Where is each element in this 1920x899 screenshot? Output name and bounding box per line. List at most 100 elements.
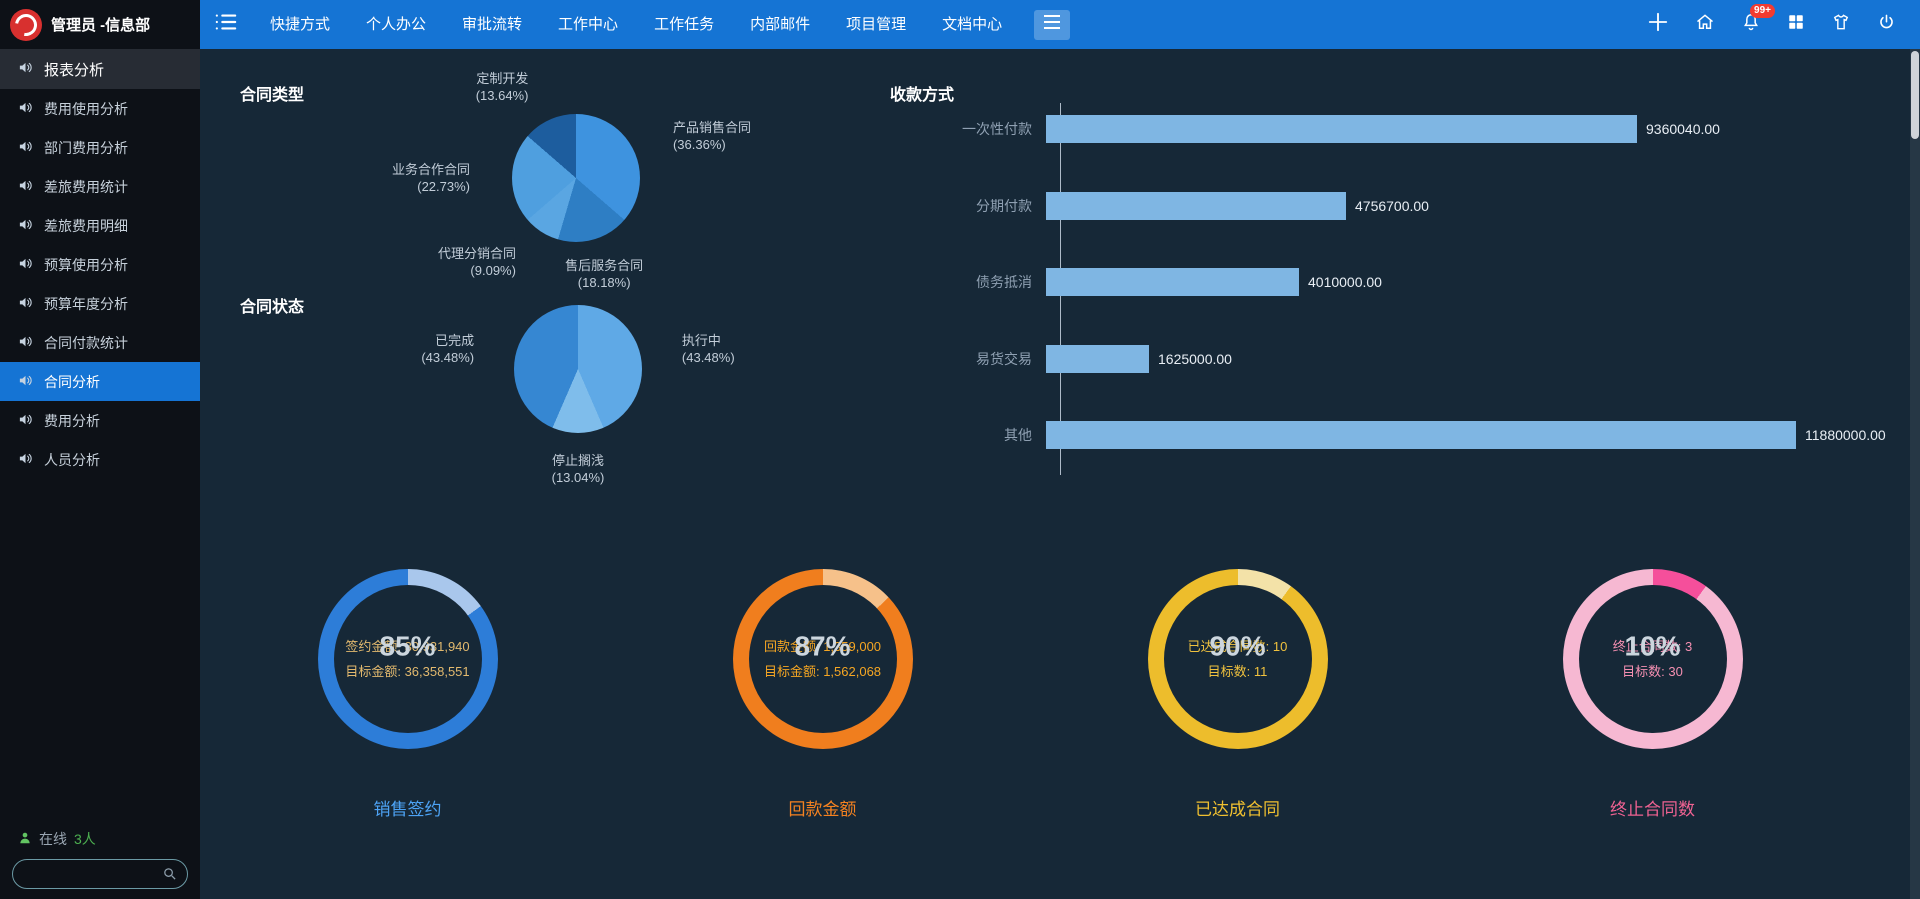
gauge-cell: 终止合同数: 3 10% 目标数: 30 终止合同数 [1445, 569, 1860, 820]
top-menu-item-6[interactable]: 内部邮件 [750, 16, 811, 33]
theme-button[interactable] [1831, 12, 1851, 37]
bar [1046, 115, 1637, 143]
charts-panel: 合同类型 合同状态 收款方式 一次性付款 9360040.00 分期付款 475670… [200, 49, 1920, 519]
gauge-percent: 90% [1209, 630, 1266, 662]
top-menu-item-7[interactable]: 项目管理 [846, 16, 907, 33]
speaker-icon [18, 412, 33, 430]
top-menu-item-2[interactable]: 个人办公 [366, 16, 427, 33]
sidebar-item[interactable]: 合同付款统计 [0, 323, 200, 362]
sidebar-menu: 费用使用分析部门费用分析 差旅费用统计差旅费用明细预算使用分析预算年度分析 合同付款… [0, 89, 200, 479]
sidebar-item[interactable]: 预算年度分析 [0, 284, 200, 323]
top-menu-item-5[interactable]: 工作任务 [654, 16, 715, 33]
top-menu-item-8[interactable]: 文档中心 [942, 16, 1003, 33]
shirt-icon [1831, 12, 1851, 37]
power-icon [1877, 13, 1896, 37]
speaker-icon [18, 139, 33, 157]
hamburger-icon [1043, 15, 1061, 34]
sidebar-item[interactable]: 部门费用分析 [0, 128, 200, 167]
sidebar-item[interactable]: 人员分析 [0, 440, 200, 479]
gauge-line1: 终止合同数: 3 [1612, 639, 1693, 654]
scrollbar-thumb[interactable] [1911, 51, 1919, 139]
bar-row: 一次性付款 9360040.00 [820, 115, 1920, 143]
notifications-button[interactable]: 99+ [1741, 4, 1775, 37]
bar-value-label: 1625000.00 [1158, 350, 1232, 367]
sidebar-item-label: 合同付款统计 [44, 334, 128, 351]
add-button[interactable] [1647, 11, 1669, 38]
brand-area: 管理员 -信息部 [0, 0, 200, 49]
top-menu-item-3[interactable]: 审批流转 [462, 16, 523, 33]
bar-row: 债务抵消 4010000.00 [820, 268, 1920, 296]
gauge-ring: 签约金额: 30,931,940 85% 目标金额: 36,358,551 [317, 569, 498, 749]
gauge-ring: 已达成合同数: 10 90% 目标数: 11 [1147, 569, 1328, 749]
gauge-line2: 目标数: 11 [1207, 664, 1268, 679]
gauge-percent: 85% [379, 630, 436, 662]
sidebar-search [12, 859, 188, 889]
speaker-icon [18, 295, 33, 313]
gauge-row: 签约金额: 30,931,940 85% 目标金额: 36,358,551 销售签约 回… [200, 569, 1860, 820]
contract-type-pie-chart [512, 114, 640, 242]
gauge-title: 已达成合同 [1195, 800, 1280, 819]
speaker-icon [18, 217, 33, 235]
sidebar-footer: 在线 3人 [0, 829, 200, 889]
bar-value-label: 4756700.00 [1355, 197, 1429, 214]
sidebar-item-label: 预算年度分析 [44, 295, 128, 312]
pie-slice-label: 已完成 (43.48%) [421, 332, 475, 365]
gauge-percent: 10% [1624, 630, 1681, 662]
bar-value-label: 9360040.00 [1646, 121, 1720, 137]
gauge-title: 回款金额 [788, 800, 857, 819]
logout-button[interactable] [1877, 13, 1896, 37]
pie-slice-label: 停止搁浅 (13.04%) [551, 453, 605, 485]
gauge-center-text: 已达成合同数: 10 90% 目标数: 11 [1128, 630, 1348, 680]
pie-title-contract-type: 合同类型 [240, 87, 305, 104]
bar [1046, 268, 1299, 296]
sidebar-item-label: 差旅费用明细 [44, 217, 128, 234]
speaker-icon [18, 373, 33, 391]
sidebar-item[interactable]: 合同分析 [0, 362, 200, 401]
sidebar-item-report-analysis[interactable]: 报表分析 [0, 49, 200, 89]
apps-grid-icon [1787, 13, 1805, 36]
more-menu-button[interactable] [1034, 9, 1071, 40]
top-menu-item-4[interactable]: 工作中心 [558, 16, 619, 33]
home-button[interactable] [1695, 12, 1715, 37]
sidebar-item-label: 费用分析 [44, 412, 100, 429]
bar-row: 其他 11880000.00 [820, 421, 1920, 449]
sidebar-item[interactable]: 差旅费用明细 [0, 206, 200, 245]
sidebar-item-label: 费用使用分析 [44, 100, 128, 117]
bar-chart-title: 收款方式 [890, 87, 955, 104]
gauge-percent: 87% [794, 630, 851, 662]
gauge-hole [333, 585, 482, 733]
sidebar-item[interactable]: 费用分析 [0, 401, 200, 440]
sidebar-search-input[interactable] [12, 859, 188, 889]
bar-row: 易货交易 1625000.00 [820, 344, 1920, 373]
pie-slice-label: 代理分销合同 (9.09%) [437, 246, 516, 279]
bar-value-label: 11880000.00 [1805, 427, 1886, 443]
contract-status-pie-chart [514, 305, 642, 433]
top-menu: 快捷方式 个人办公 审批流转 工作中心 工作任务 内部邮件 项目管理 文档中心 [252, 0, 1020, 49]
bar-category-label: 分期付款 [976, 197, 1032, 214]
gauge-center-text: 终止合同数: 3 10% 目标数: 30 [1543, 630, 1763, 680]
sidebar-item[interactable]: 预算使用分析 [0, 245, 200, 284]
top-menu-item-1[interactable]: 快捷方式 [270, 16, 331, 33]
online-status: 在线 3人 [12, 829, 188, 849]
menu-list-icon [215, 13, 237, 36]
gauge-title: 销售签约 [373, 800, 442, 819]
bar-category-label: 其他 [1004, 427, 1032, 443]
user-label: 管理员 -信息部 [51, 17, 151, 34]
search-icon[interactable] [162, 866, 177, 886]
plus-icon [1647, 11, 1669, 38]
bar-category-label: 易货交易 [976, 350, 1032, 367]
gauge-title: 终止合同数 [1610, 800, 1695, 819]
scrollbar[interactable] [1910, 49, 1920, 899]
menu-toggle-button[interactable] [200, 0, 252, 49]
gauge-line1: 已达成合同数: 10 [1187, 639, 1288, 654]
pie-slice-label: 执行中 (43.48%) [681, 332, 735, 365]
apps-button[interactable] [1787, 13, 1805, 36]
pie-slice-label: 定制开发 (13.64%) [475, 71, 529, 104]
gauge-cell: 回款金额: 1,359,000 87% 目标金额: 1,562,068 回款金额 [615, 569, 1030, 820]
gauge-hole [748, 585, 897, 733]
sidebar-item[interactable]: 费用使用分析 [0, 89, 200, 128]
sidebar-header-label: 报表分析 [44, 61, 105, 79]
bar [1046, 421, 1796, 449]
sidebar-item[interactable]: 差旅费用统计 [0, 167, 200, 206]
sidebar: 报表分析 费用使用分析部门费用分析 差旅费用统计差旅费用明细预算使用分析预算年度分… [0, 49, 200, 899]
